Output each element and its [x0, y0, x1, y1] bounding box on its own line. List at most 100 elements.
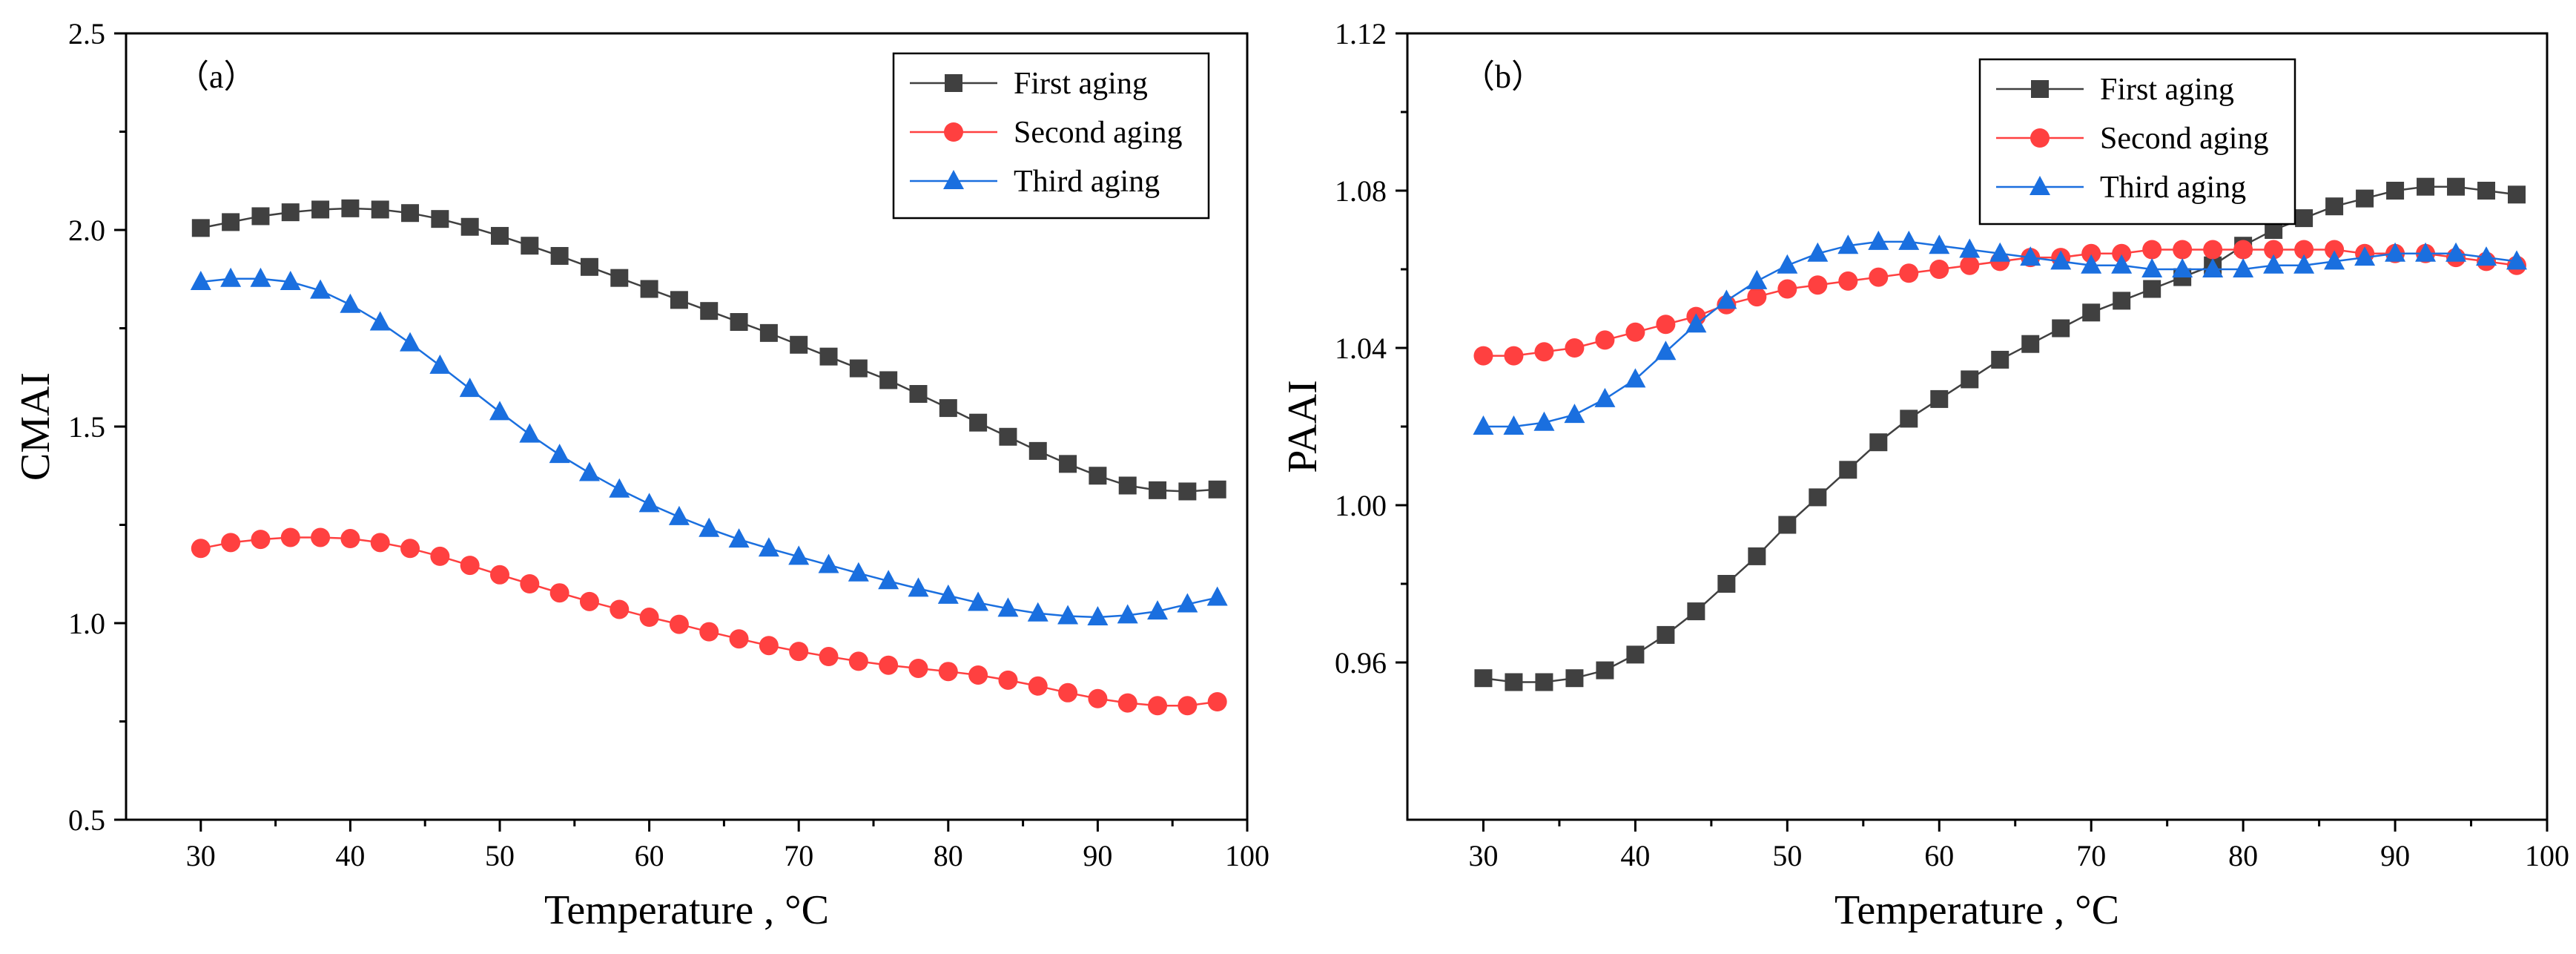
data-point — [459, 378, 480, 398]
axis-tick-labels: 30 40 50 60 70 80 90 100 0.96 1.00 1.04 1.08 1.12 — [1335, 17, 2569, 872]
data-point — [1089, 467, 1107, 485]
x-tick-label: 100 — [1225, 839, 1269, 872]
legend-marker — [943, 170, 964, 189]
data-point — [2233, 258, 2254, 277]
x-tick-label: 60 — [635, 839, 664, 872]
data-point — [310, 279, 331, 299]
data-point — [2356, 189, 2374, 208]
legend: First aging Second aging Third aging — [1978, 58, 2296, 226]
data-point — [2325, 240, 2345, 260]
data-point — [1808, 275, 1828, 295]
x-tick-label: 40 — [335, 839, 365, 872]
x-tick-label: 90 — [1083, 839, 1112, 872]
data-point — [311, 527, 331, 547]
data-point — [2295, 209, 2314, 228]
data-point — [759, 636, 779, 656]
data-point — [2476, 246, 2497, 266]
data-point — [2172, 258, 2193, 277]
x-tick-label: 70 — [784, 839, 813, 872]
data-point — [2143, 280, 2161, 298]
data-point — [1899, 263, 1919, 283]
data-point — [1960, 255, 1980, 275]
data-point — [1839, 461, 1857, 479]
data-point — [818, 553, 839, 573]
data-point — [2324, 250, 2345, 270]
data-point — [909, 385, 928, 404]
data-point — [2445, 242, 2467, 262]
data-point — [1989, 242, 2011, 262]
data-point — [968, 665, 988, 685]
data-point — [1117, 604, 1138, 624]
panel-label: （a） — [176, 59, 257, 95]
data-point — [1716, 289, 1737, 309]
data-point — [490, 565, 509, 585]
data-point — [1900, 409, 1918, 428]
data-point — [2142, 240, 2162, 260]
data-point — [2233, 240, 2253, 260]
data-point — [1626, 645, 1645, 664]
data-point — [639, 608, 659, 628]
data-point — [879, 655, 899, 675]
data-point — [280, 270, 301, 290]
y-tick-label: 1.04 — [1335, 332, 1387, 365]
data-point — [311, 200, 330, 219]
data-point — [1473, 415, 1494, 435]
legend-label: Third aging — [1014, 165, 1160, 199]
data-point — [1207, 692, 1227, 711]
series-layer — [190, 199, 1228, 716]
data-point — [460, 217, 479, 236]
data-point — [1807, 242, 1829, 262]
data-point — [610, 599, 630, 619]
data-point — [431, 210, 449, 228]
data-point — [1473, 346, 1493, 366]
data-point — [819, 347, 838, 366]
data-point — [1869, 267, 1889, 287]
data-point — [848, 651, 868, 671]
legend-label: Third aging — [2100, 171, 2246, 205]
y-axis-label: PAAI — [1280, 380, 1326, 473]
x-tick-label: 60 — [1924, 839, 1954, 872]
data-point — [700, 302, 719, 320]
data-point — [519, 423, 541, 443]
data-point — [2385, 242, 2406, 262]
data-point — [1533, 411, 1555, 431]
legend-marker — [2030, 128, 2050, 148]
x-tick-label: 80 — [2228, 839, 2258, 872]
data-point — [190, 270, 211, 290]
data-point — [280, 527, 300, 547]
data-point — [521, 237, 539, 255]
x-tick-label: 30 — [1468, 839, 1498, 872]
data-point — [460, 556, 480, 576]
data-point — [1657, 625, 1675, 644]
data-point — [790, 335, 808, 354]
data-point — [221, 533, 241, 553]
data-point — [2415, 242, 2437, 262]
data-point — [938, 662, 958, 682]
data-point — [220, 267, 242, 287]
data-point — [1655, 341, 1677, 361]
panel-b: 30 40 50 60 70 80 90 100 0.96 1.00 1.04 1.08 1.12 （b… — [1280, 17, 2569, 933]
x-tick-label: 50 — [1772, 839, 1802, 872]
data-point — [969, 413, 988, 432]
data-point — [638, 493, 660, 513]
data-point — [1027, 602, 1048, 622]
data-point — [1206, 586, 1228, 606]
data-point — [668, 505, 690, 525]
data-point — [2173, 240, 2193, 260]
series-second-aging — [191, 527, 1227, 716]
data-point — [1594, 387, 1616, 407]
data-point — [340, 293, 361, 313]
data-point — [1118, 476, 1137, 495]
data-point — [2020, 246, 2041, 266]
data-point — [578, 461, 600, 481]
data-point — [670, 291, 688, 309]
data-point — [1869, 433, 1888, 452]
data-point — [1504, 346, 1524, 366]
data-point — [758, 537, 779, 557]
data-point — [1656, 315, 1676, 335]
series-line — [200, 207, 1218, 493]
axis-tick-labels: 30 40 50 60 70 80 90 100 0.5 1.0 1.5 2.0 2.5 — [68, 17, 1269, 872]
data-point — [2111, 254, 2133, 274]
data-point — [2050, 250, 2072, 270]
legend: First aging Second aging Third aging — [892, 52, 1210, 220]
